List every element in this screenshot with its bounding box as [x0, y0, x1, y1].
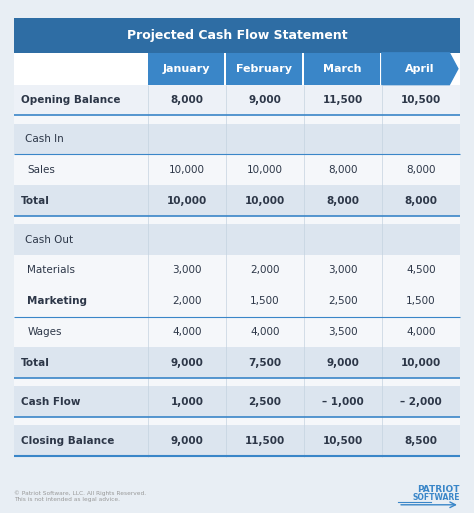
- Text: 4,000: 4,000: [172, 327, 201, 337]
- Text: 10,000: 10,000: [167, 195, 207, 206]
- FancyBboxPatch shape: [14, 317, 460, 347]
- Text: Closing Balance: Closing Balance: [21, 436, 115, 446]
- Text: 10,500: 10,500: [401, 95, 441, 105]
- FancyBboxPatch shape: [14, 417, 460, 425]
- FancyBboxPatch shape: [14, 425, 460, 456]
- Text: 3,000: 3,000: [172, 265, 201, 275]
- Text: February: February: [236, 64, 292, 74]
- Text: Total: Total: [21, 358, 50, 368]
- Text: Opening Balance: Opening Balance: [21, 95, 121, 105]
- Text: 10,000: 10,000: [401, 358, 441, 368]
- Text: 8,000: 8,000: [170, 95, 203, 105]
- Text: SOFTWARE: SOFTWARE: [412, 492, 460, 502]
- Text: © Patriot Software, LLC. All Rights Reserved.
This is not intended as legal advi: © Patriot Software, LLC. All Rights Rese…: [14, 490, 146, 502]
- FancyBboxPatch shape: [14, 115, 460, 124]
- Text: 1,000: 1,000: [170, 397, 203, 407]
- FancyBboxPatch shape: [14, 53, 460, 457]
- Text: 9,000: 9,000: [171, 358, 203, 368]
- FancyBboxPatch shape: [14, 224, 460, 255]
- Text: 8,000: 8,000: [404, 195, 438, 206]
- FancyBboxPatch shape: [14, 124, 460, 154]
- Text: 4,000: 4,000: [406, 327, 436, 337]
- FancyBboxPatch shape: [14, 18, 460, 53]
- Text: January: January: [162, 64, 210, 74]
- Text: 2,000: 2,000: [250, 265, 280, 275]
- Text: 9,000: 9,000: [248, 95, 281, 105]
- Text: 8,000: 8,000: [406, 165, 436, 175]
- Polygon shape: [382, 53, 458, 85]
- Text: Total: Total: [21, 195, 50, 206]
- Text: 2,000: 2,000: [172, 296, 201, 306]
- Text: 8,000: 8,000: [328, 165, 357, 175]
- Text: 8,500: 8,500: [404, 436, 438, 446]
- Text: 4,500: 4,500: [406, 265, 436, 275]
- Text: 7,500: 7,500: [248, 358, 282, 368]
- Text: Cash In: Cash In: [25, 134, 64, 144]
- Text: 10,000: 10,000: [245, 195, 285, 206]
- Text: 1,500: 1,500: [406, 296, 436, 306]
- Text: Projected Cash Flow Statement: Projected Cash Flow Statement: [127, 29, 347, 42]
- Text: 2,500: 2,500: [328, 296, 357, 306]
- FancyBboxPatch shape: [14, 347, 460, 378]
- Text: Marketing: Marketing: [27, 296, 88, 306]
- Text: Materials: Materials: [27, 265, 75, 275]
- FancyBboxPatch shape: [14, 378, 460, 386]
- FancyBboxPatch shape: [14, 216, 460, 224]
- FancyBboxPatch shape: [148, 53, 224, 85]
- Text: 8,000: 8,000: [326, 195, 359, 206]
- FancyBboxPatch shape: [14, 185, 460, 216]
- Text: Wages: Wages: [27, 327, 62, 337]
- Text: Cash Out: Cash Out: [25, 234, 73, 245]
- FancyBboxPatch shape: [14, 286, 460, 317]
- Text: 11,500: 11,500: [323, 95, 363, 105]
- Text: 11,500: 11,500: [245, 436, 285, 446]
- Text: Sales: Sales: [27, 165, 55, 175]
- FancyBboxPatch shape: [14, 255, 460, 286]
- Text: 2,500: 2,500: [248, 397, 282, 407]
- Text: 4,000: 4,000: [250, 327, 280, 337]
- Text: 10,500: 10,500: [323, 436, 363, 446]
- Text: March: March: [323, 64, 361, 74]
- Text: 9,000: 9,000: [171, 436, 203, 446]
- FancyBboxPatch shape: [14, 386, 460, 417]
- Text: 10,000: 10,000: [169, 165, 205, 175]
- Text: 1,500: 1,500: [250, 296, 280, 306]
- FancyBboxPatch shape: [226, 53, 302, 85]
- Text: – 1,000: – 1,000: [322, 397, 364, 407]
- Text: 10,000: 10,000: [247, 165, 283, 175]
- Text: – 2,000: – 2,000: [400, 397, 442, 407]
- Text: 9,000: 9,000: [327, 358, 359, 368]
- Text: April: April: [405, 64, 435, 74]
- Text: 3,000: 3,000: [328, 265, 357, 275]
- FancyBboxPatch shape: [14, 85, 460, 115]
- Text: Cash Flow: Cash Flow: [21, 397, 81, 407]
- Text: PATRIOT: PATRIOT: [417, 484, 460, 494]
- Text: 3,500: 3,500: [328, 327, 357, 337]
- FancyBboxPatch shape: [304, 53, 380, 85]
- FancyBboxPatch shape: [14, 154, 460, 185]
